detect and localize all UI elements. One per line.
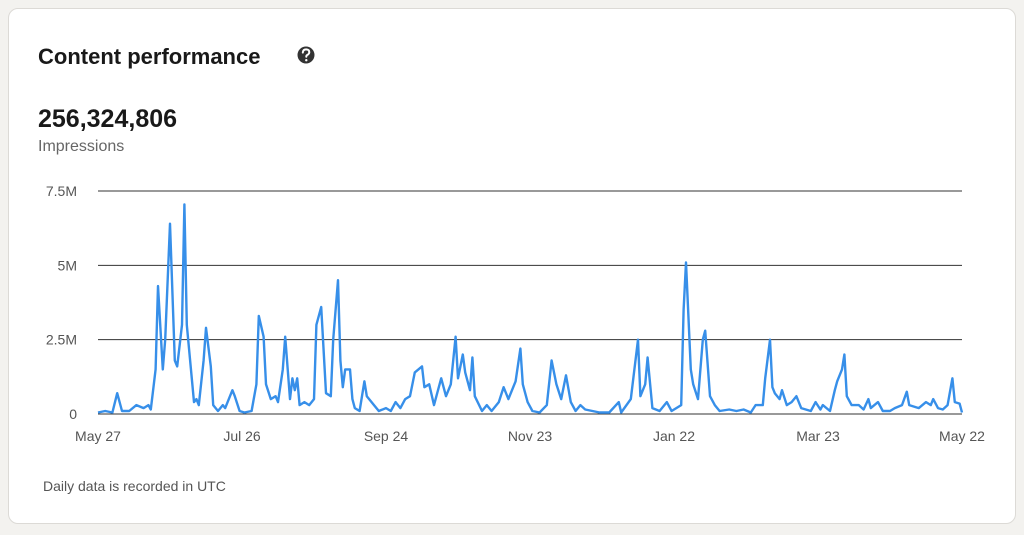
total-value: 256,324,806 — [38, 105, 177, 133]
y-tick-label: 0 — [69, 406, 77, 422]
card — [8, 8, 1016, 524]
series-line — [97, 203, 964, 414]
x-tick-label: Jan 22 — [653, 428, 695, 444]
x-tick-label: Jul 26 — [223, 428, 261, 444]
y-tick-label: 2.5M — [46, 332, 77, 348]
help-icon[interactable] — [297, 46, 315, 64]
x-tick-label: Sep 24 — [364, 428, 409, 444]
x-tick-label: May 27 — [75, 428, 121, 444]
card-title: Content performance — [38, 44, 260, 69]
y-tick-label: 7.5M — [46, 183, 77, 199]
x-tick-label: Mar 23 — [796, 428, 840, 444]
metric-label: Impressions — [38, 138, 124, 155]
x-tick-label: May 22 — [939, 428, 985, 444]
footer-note: Daily data is recorded in UTC — [43, 478, 226, 494]
x-tick-label: Nov 23 — [508, 428, 553, 444]
y-tick-label: 5M — [58, 257, 77, 273]
